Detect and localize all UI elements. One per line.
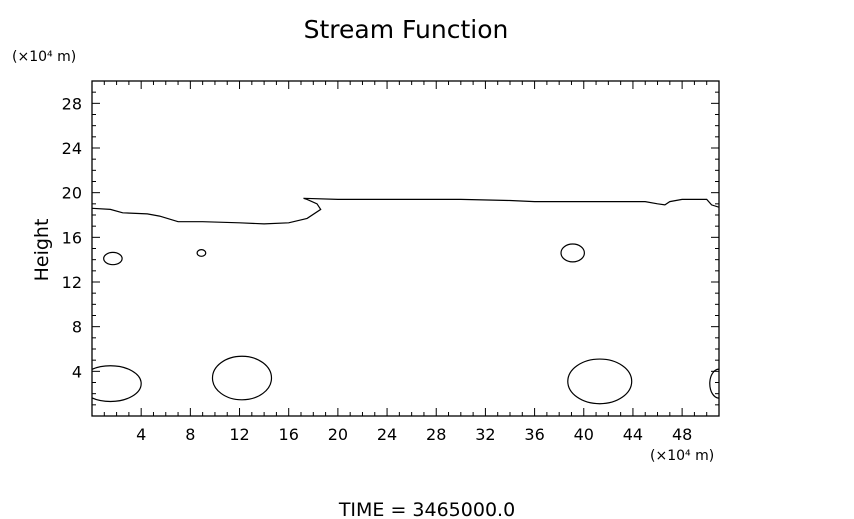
plot-frame — [91, 80, 720, 417]
contour-cell — [567, 358, 633, 405]
y-tick-label: 20 — [62, 184, 82, 203]
x-tick-labels: 4 8 12 16 20 24 28 32 36 40 44 48 — [136, 425, 692, 444]
contour-lines — [92, 197, 719, 405]
x-unit-label: (×10⁴ m) — [650, 448, 714, 464]
x-tick-label: 36 — [524, 425, 544, 444]
x-tick-label: 12 — [229, 425, 249, 444]
y-axis-label: Height — [31, 219, 53, 282]
axis-ticks — [92, 81, 719, 416]
chart-title: Stream Function — [304, 15, 509, 44]
x-tick-label: 24 — [377, 425, 397, 444]
contour-line — [92, 197, 322, 225]
x-tick-label: 28 — [426, 425, 446, 444]
x-tick-label: 4 — [136, 425, 146, 444]
y-tick-labels: 4 8 12 16 20 24 28 — [62, 94, 82, 381]
x-tick-label: 16 — [279, 425, 299, 444]
contour-cell — [560, 243, 585, 263]
x-tick-label: 32 — [475, 425, 495, 444]
x-tick-label: 20 — [328, 425, 348, 444]
y-tick-label: 16 — [62, 228, 82, 247]
y-tick-label: 24 — [62, 139, 82, 158]
contour-cell — [211, 355, 273, 401]
y-tick-label: 12 — [62, 273, 82, 292]
y-tick-label: 28 — [62, 94, 82, 113]
x-tick-label: 40 — [574, 425, 594, 444]
y-tick-label: 4 — [72, 362, 82, 381]
contour-cell — [92, 365, 142, 403]
y-unit-label: (×10⁴ m) — [12, 49, 76, 65]
contour-cell — [196, 249, 207, 257]
y-tick-label: 8 — [72, 318, 82, 337]
contour-cell — [103, 251, 123, 266]
x-tick-label: 44 — [623, 425, 643, 444]
x-tick-label: 48 — [672, 425, 692, 444]
x-tick-label: 8 — [185, 425, 195, 444]
time-label: TIME = 3465000.0 — [338, 499, 515, 519]
contour-cell — [709, 368, 719, 399]
contour-line — [303, 197, 719, 208]
